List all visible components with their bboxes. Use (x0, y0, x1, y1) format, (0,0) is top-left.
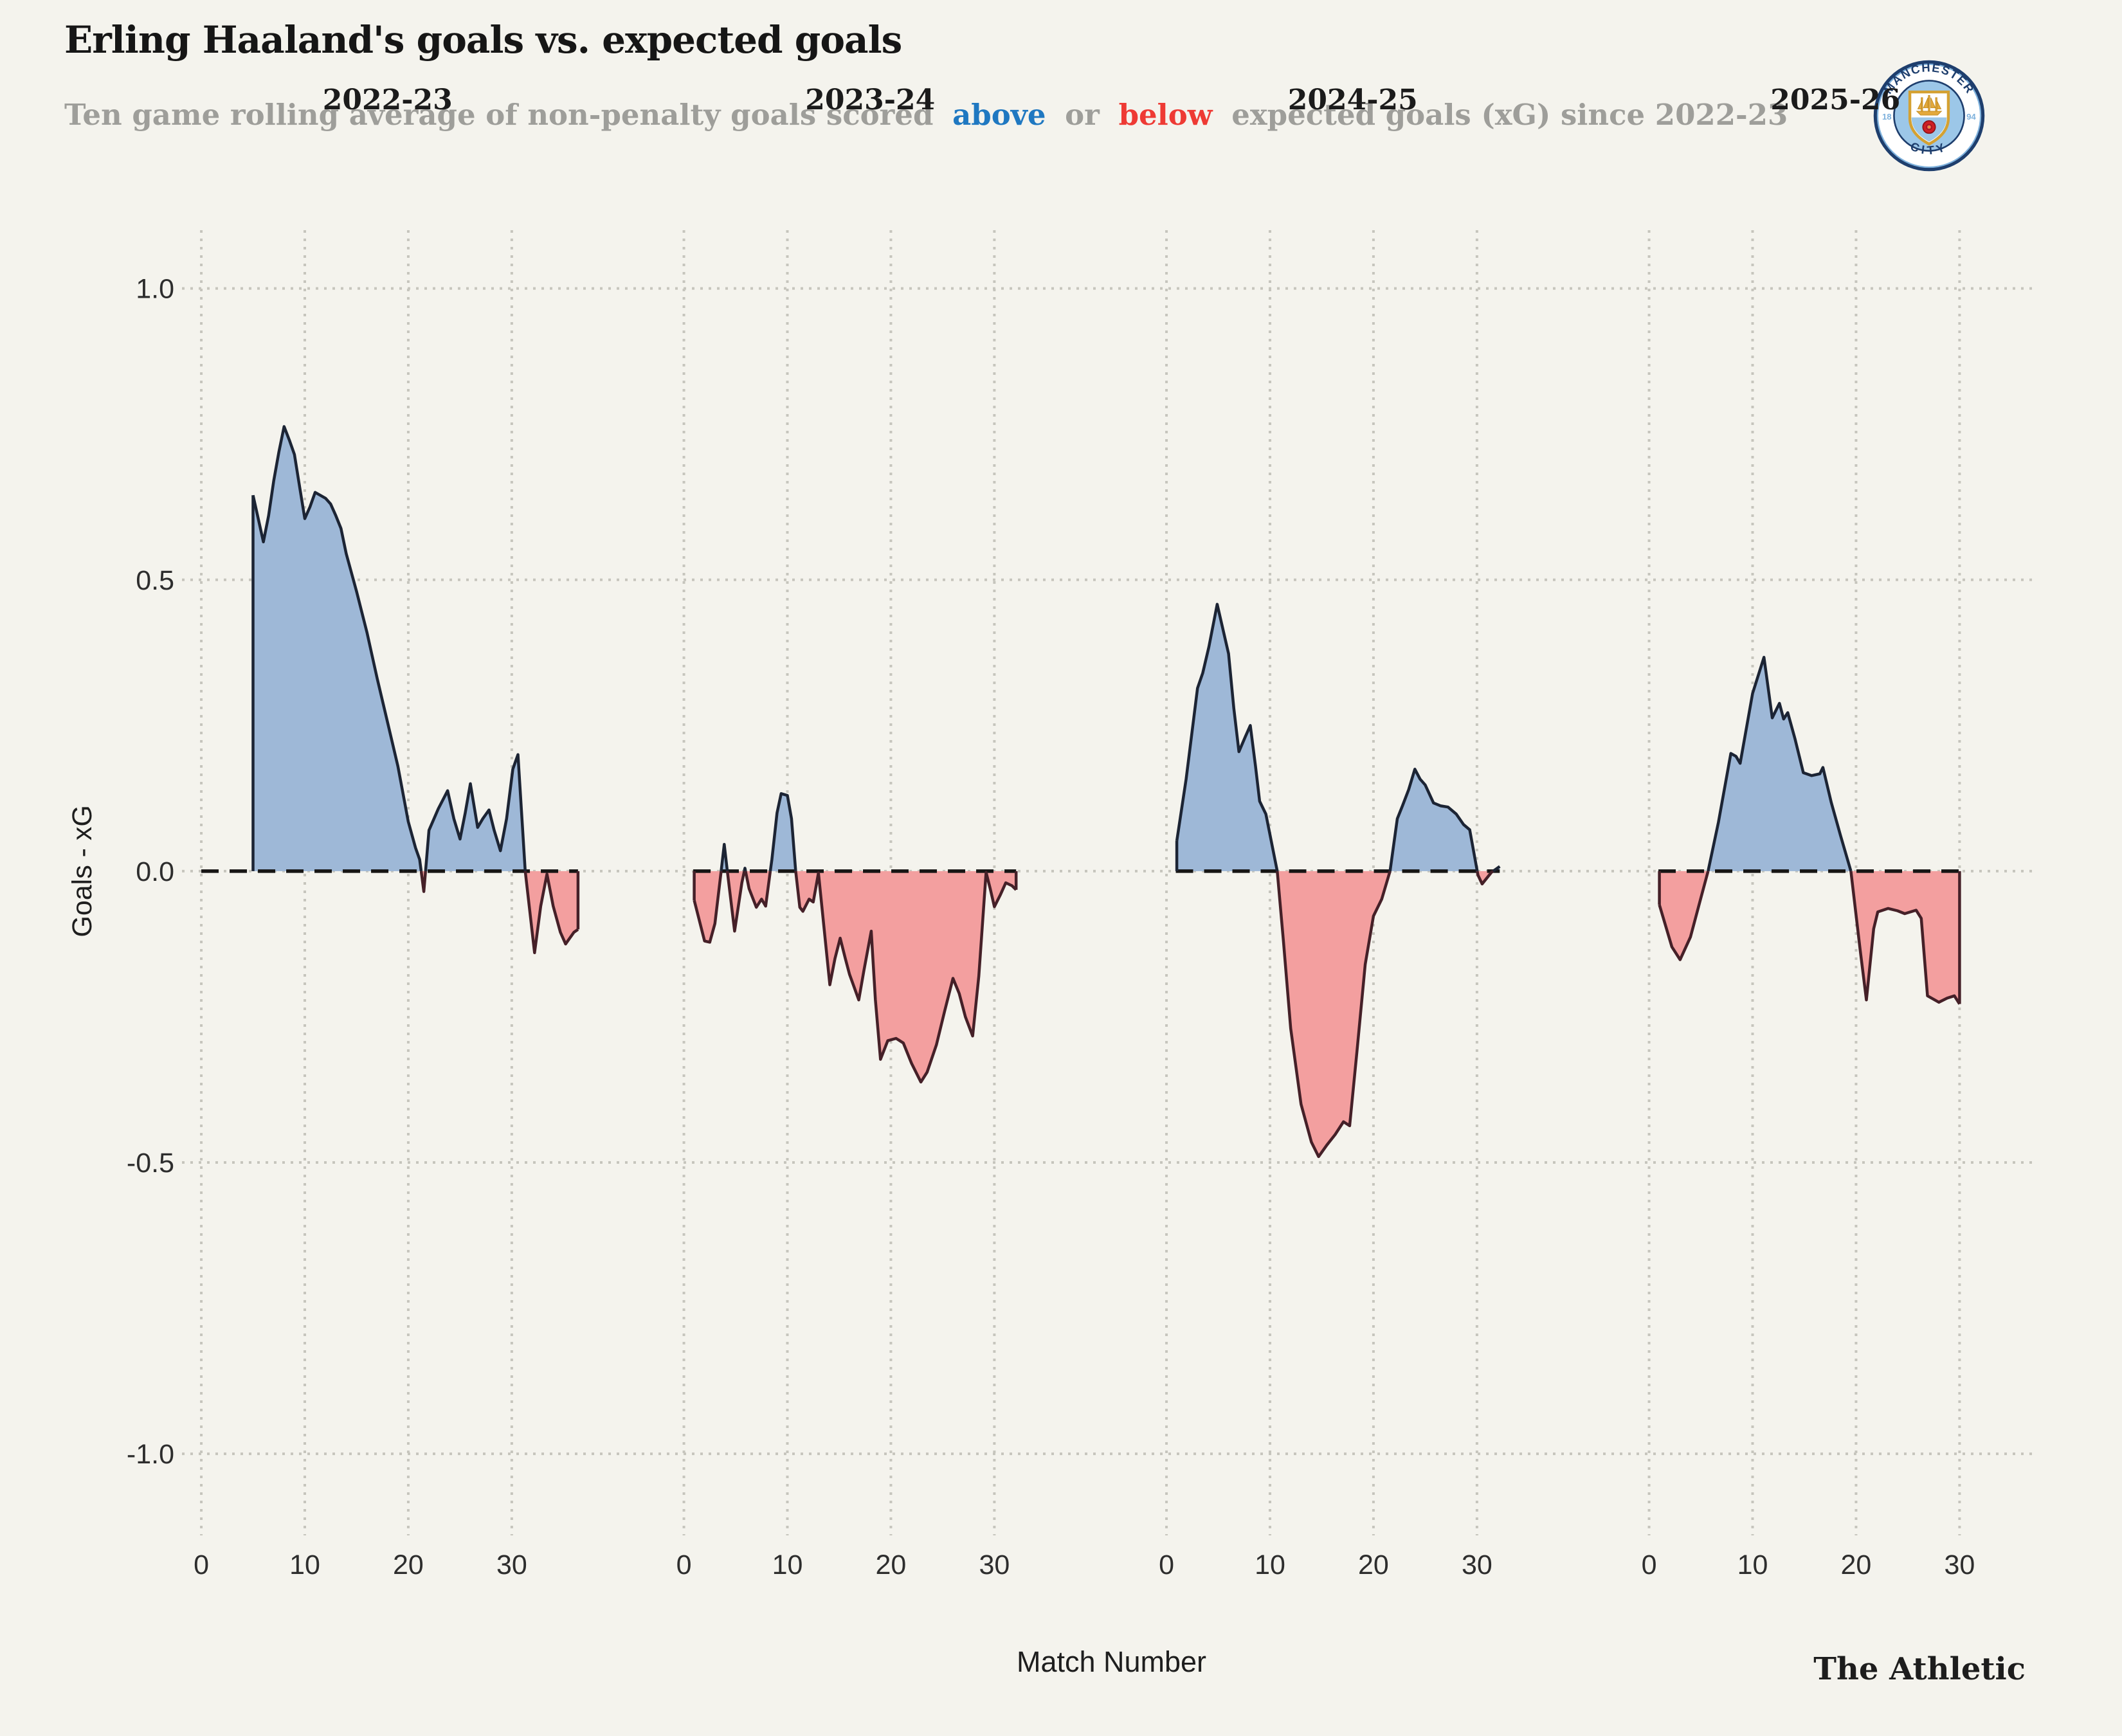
badge-year-left: 18 (1882, 112, 1892, 122)
curve-below (1276, 871, 1392, 1159)
facet-title: 2025-26 (1770, 84, 1900, 116)
x-tick-label: 30 (1944, 1550, 1975, 1580)
y-tick-label: -1.0 (127, 1439, 174, 1470)
x-tick-label: 10 (1737, 1550, 1768, 1580)
curve-below (1658, 871, 1710, 961)
area-below-xg (1659, 871, 1960, 1004)
curve-below (693, 871, 723, 944)
x-tick-label: 30 (496, 1550, 527, 1580)
x-tick-label: 10 (289, 1550, 320, 1580)
curve-below (794, 871, 1017, 1084)
subtitle-below-highlight: below (1118, 98, 1213, 132)
curve-above (1707, 656, 1853, 872)
subtitle-prefix: Ten game rolling average of non-penalty … (64, 98, 934, 132)
curve-below (744, 871, 772, 909)
x-tick-label: 10 (1255, 1550, 1285, 1580)
x-tick-label: 0 (676, 1550, 692, 1580)
curve-below (1476, 870, 1494, 886)
x-tick-label: 20 (1358, 1550, 1389, 1580)
x-tick-label: 20 (1841, 1550, 1872, 1580)
badge-shield (1908, 90, 1950, 146)
manchester-city-badge: MANCHESTER CITY 18 94 (1873, 60, 1985, 172)
curve-below (419, 871, 428, 893)
curve-above (1492, 865, 1501, 873)
panel-2025-26: 2025-26 0 10 20 30 (1642, 84, 1975, 1580)
area-above-xg (1177, 604, 1500, 871)
area-above-xg (1659, 657, 1960, 871)
chart-subtitle: Ten game rolling average of non-penalty … (64, 98, 1788, 132)
subtitle-suffix: expected goals (xG) since 2022-23 (1231, 98, 1788, 132)
curve-above (1175, 602, 1279, 872)
facet-title: 2024-25 (1288, 84, 1418, 116)
y-tick-label: -0.5 (127, 1148, 174, 1179)
x-tick-label: 30 (979, 1550, 1010, 1580)
y-tick-label: 1.0 (136, 274, 174, 305)
y-tick-label: 0.0 (136, 856, 174, 887)
x-tick-label: 10 (772, 1550, 803, 1580)
the-athletic-wordmark: The Athletic (1813, 1651, 2026, 1687)
curve-below (725, 871, 746, 933)
curve-above (720, 842, 729, 872)
x-tick-label: 0 (1159, 1550, 1174, 1580)
area-below-xg (1177, 871, 1500, 1157)
y-axis-title: Goals - xG (67, 805, 98, 937)
y-tick-label: 0.5 (136, 565, 174, 596)
badge-rose-icon (1922, 120, 1936, 134)
area-above-xg (694, 793, 1017, 871)
curve-below (523, 871, 579, 955)
facet-title: 2023-24 (805, 84, 935, 116)
x-tick-label: 20 (393, 1550, 424, 1580)
x-tick-label: 30 (1462, 1550, 1492, 1580)
curve-above (743, 867, 747, 872)
badge-ship-icon (1916, 95, 1943, 116)
facet-title: 2022-23 (323, 84, 453, 116)
curve-above (251, 425, 423, 872)
curve-above (768, 792, 797, 872)
subtitle-above-highlight: above (952, 98, 1046, 132)
curve-above (1388, 768, 1479, 872)
x-tick-label: 20 (876, 1550, 907, 1580)
grid-vertical (200, 230, 513, 1535)
page-title: Erling Haaland's goals vs. expected goal… (64, 18, 902, 62)
panel-2022-23: 2022-23 0 10 20 30 (194, 84, 580, 1580)
x-tick-label: 0 (1642, 1550, 1657, 1580)
x-tick-label: 0 (194, 1550, 209, 1580)
curve-below (1849, 871, 1961, 1005)
panel-2024-25: 2024-25 0 10 20 30 (1159, 84, 1501, 1580)
area-above-xg (253, 426, 578, 871)
area-below-xg (694, 871, 1017, 1082)
x-axis-title: Match Number (1017, 1645, 1206, 1678)
panel-2023-24: 2023-24 0 10 20 30 (676, 84, 1018, 1580)
curve-above (424, 753, 527, 872)
badge-year-right: 94 (1966, 112, 1976, 122)
subtitle-or: or (1065, 98, 1100, 132)
